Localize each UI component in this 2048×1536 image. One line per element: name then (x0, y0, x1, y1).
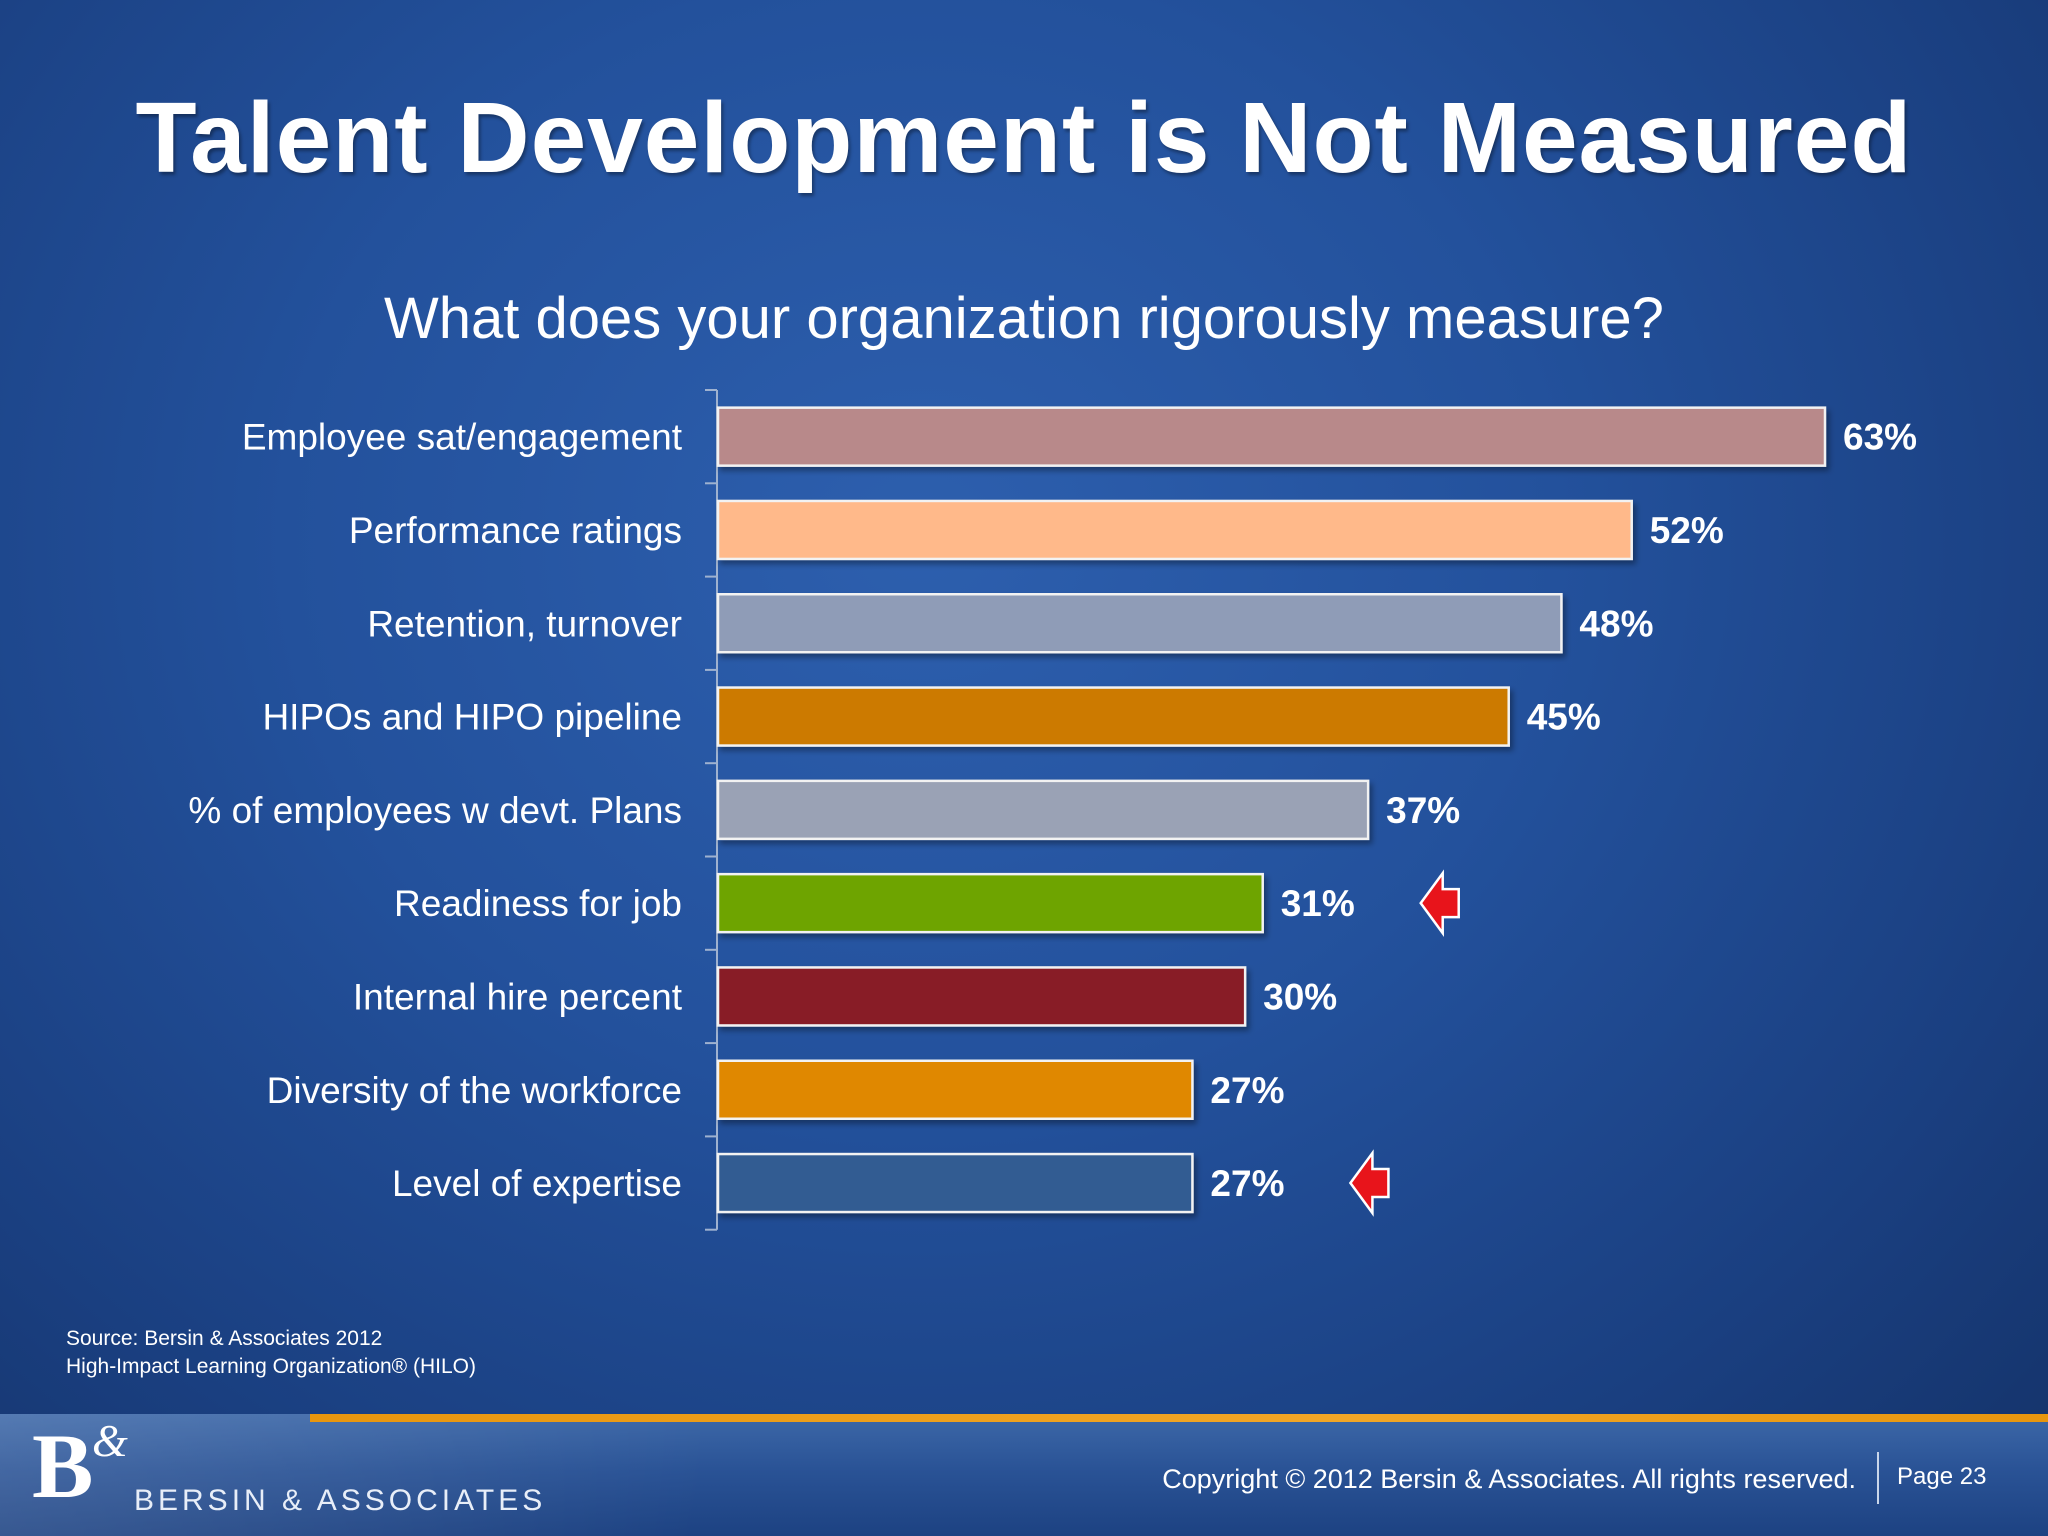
source-note: Source: Bersin & Associates 2012 High-Im… (66, 1325, 476, 1381)
footer-stripe (310, 1414, 2048, 1422)
bar (716, 499, 1633, 561)
bar (716, 779, 1370, 841)
slide-title: Talent Development is Not Measured (135, 82, 1913, 194)
bar (716, 406, 1827, 467)
footer-bar (0, 1414, 2048, 1536)
data-label: 45% (1527, 697, 1601, 738)
data-label: 27% (1210, 1163, 1284, 1204)
bar (716, 1152, 1194, 1214)
logo-text: BERSIN & ASSOCIATES (134, 1484, 547, 1517)
bar (716, 872, 1264, 934)
data-label: 27% (1210, 1070, 1284, 1111)
bar (716, 593, 1563, 654)
chart-title: What does your organization rigorously m… (384, 286, 1664, 351)
category-label: Readiness for job (394, 883, 682, 924)
data-label: 37% (1386, 790, 1460, 831)
data-label: 52% (1650, 510, 1724, 551)
category-label: Employee sat/engagement (242, 417, 683, 458)
category-label: Retention, turnover (367, 603, 682, 644)
copyright: Copyright © 2012 Bersin & Associates. Al… (1162, 1464, 1856, 1494)
category-label: Performance ratings (349, 510, 682, 551)
bar (716, 686, 1510, 747)
logo-ampersand: & (92, 1415, 128, 1466)
data-label: 31% (1281, 883, 1355, 924)
footer-divider (1877, 1452, 1879, 1504)
bar (716, 1059, 1194, 1120)
data-label: 63% (1843, 417, 1917, 458)
bar (716, 966, 1247, 1027)
category-label: HIPOs and HIPO pipeline (262, 697, 682, 738)
category-label: Level of expertise (392, 1163, 682, 1204)
highlight-arrow-icon (1348, 1149, 1390, 1217)
highlight-arrow-icon (1419, 869, 1460, 937)
category-label: Internal hire percent (353, 976, 683, 1017)
source-line-2: High-Impact Learning Organization® (HILO… (66, 1355, 476, 1378)
bar-chart: Employee sat/engagement 63% Performance ra… (188, 389, 1917, 1231)
category-label: % of employees w devt. Plans (188, 790, 682, 831)
data-label: 48% (1579, 603, 1653, 644)
page-number: Page 23 (1897, 1463, 1987, 1490)
logo-mark: B (32, 1415, 94, 1517)
source-line-1: Source: Bersin & Associates 2012 (66, 1327, 383, 1350)
data-label: 30% (1263, 976, 1337, 1017)
category-label: Diversity of the workforce (267, 1070, 682, 1111)
footer-glow (0, 1414, 700, 1536)
